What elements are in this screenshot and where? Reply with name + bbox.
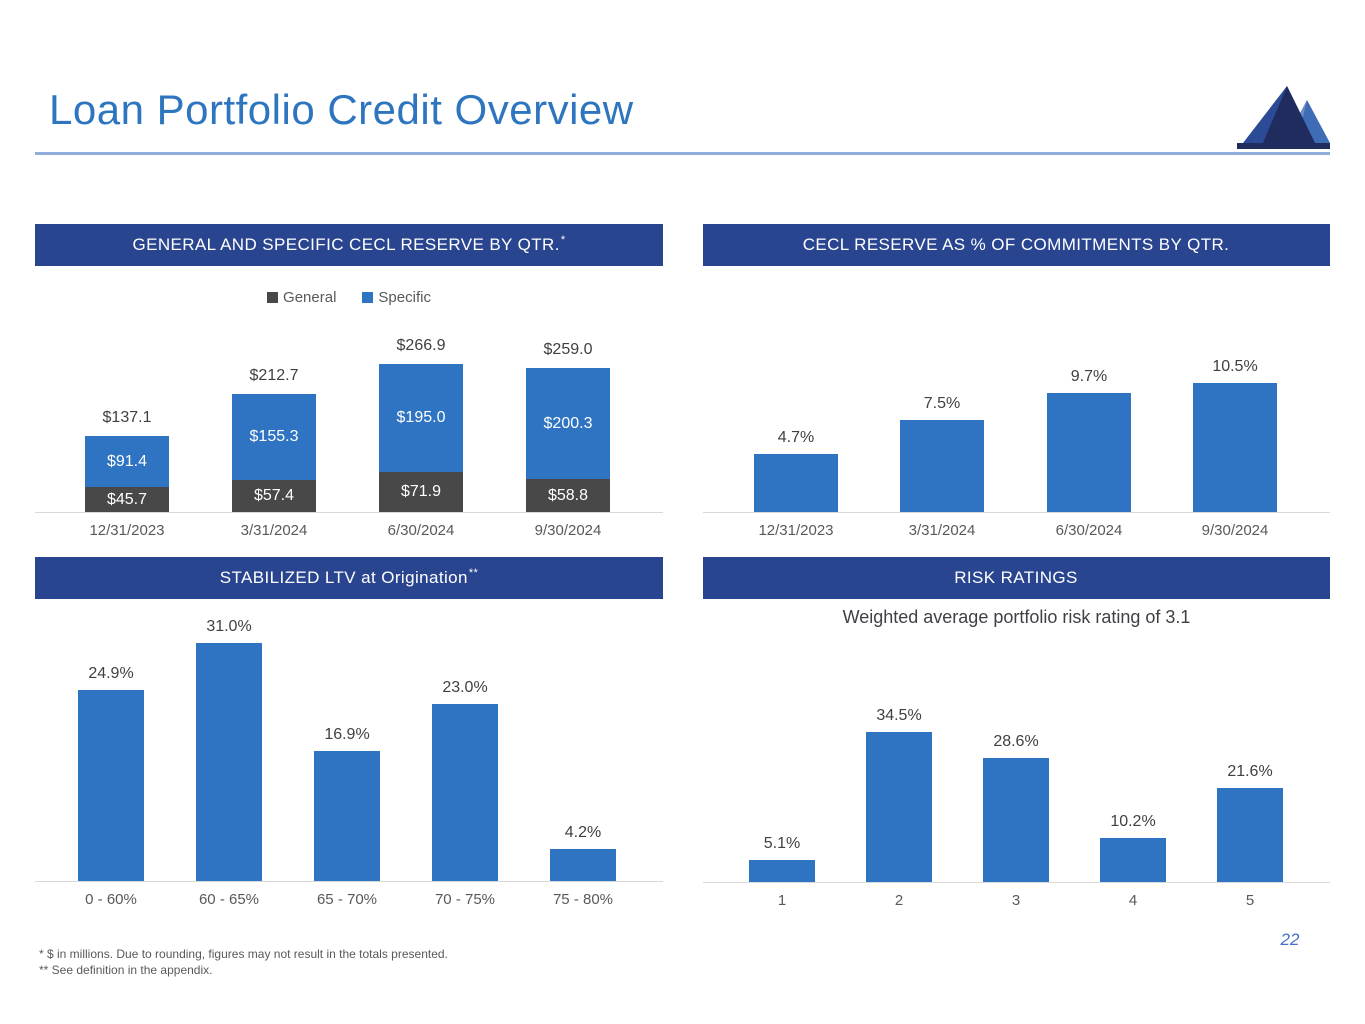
category-label: 70 - 75% [434,891,496,908]
chart-legend: General Specific [35,289,663,306]
legend-swatch-specific-icon [362,292,374,303]
category-label: 12/31/2023 [758,522,834,539]
bar-total-label: $266.9 [396,337,446,354]
bar-total-label: $259.0 [543,341,593,358]
bar-total-label: $212.7 [249,367,299,384]
chart-title: RISK RATINGS [954,568,1078,587]
bar-value-label: 24.9% [88,665,134,682]
bar-value-label: 10.5% [1212,358,1258,375]
chart-title: CECL RESERVE AS % OF COMMITMENTS BY QTR. [802,235,1230,254]
chart-header-stabilized-ltv: STABILIZED LTV at Origination ** [35,557,663,599]
bar-value-label: 4.7% [777,429,815,446]
segment-value-label: $200.3 [543,414,593,432]
bar-total-label: $137.1 [102,409,152,426]
company-mountain-logo-icon [1237,86,1330,149]
category-label: 9/30/2024 [534,522,602,539]
chart-risk-ratings-plot: 5.1% 34.5% 28.6% 10.2% 21.6% [703,700,1330,883]
chart-cecl-pct-plot: 4.7% 7.5% 9.7% 10.5% [703,348,1330,513]
category-label: 1 [777,892,787,909]
segment-value-label: $155.3 [249,428,299,445]
chart-header-cecl-reserve: GENERAL AND SPECIFIC CECL RESERVE BY QTR… [35,224,663,266]
bar-value-label: 10.2% [1110,813,1156,830]
bar [432,704,498,881]
chart-cecl-pct-x-axis: 12/31/2023 3/31/2024 6/30/2024 9/30/2024 [703,522,1330,544]
chart-risk-ratings-x-axis: 1 2 3 4 5 [703,892,1330,914]
footnote-line: * $ in millions. Due to rounding, figure… [39,947,448,961]
category-label: 0 - 60% [85,891,137,908]
chart-stabilized-ltv-plot: 24.9% 31.0% 16.9% 23.0% 4.2% [35,614,663,882]
category-label: 9/30/2024 [1201,522,1269,539]
bar [1100,838,1166,882]
segment-value-label: $195.0 [396,409,446,426]
chart-title: STABILIZED LTV at Origination [219,568,468,587]
bar-segment-general: $57.4 [232,480,316,512]
bar-value-label: 31.0% [206,618,252,635]
bar-value-label: 21.6% [1227,763,1273,780]
category-label: 5 [1245,892,1255,909]
bar-segment-specific: $195.0 [379,364,463,472]
bar-segment-specific: $155.3 [232,394,316,480]
bar-value-label: 5.1% [763,835,801,852]
category-label: 65 - 70% [316,891,378,908]
segment-value-label: $58.8 [547,486,589,504]
category-label: 2 [894,892,904,909]
legend-swatch-general-icon [267,292,279,303]
title-underline [35,152,1330,155]
bar-value-label: 28.6% [993,733,1039,750]
bar [196,643,262,881]
category-label: 60 - 65% [198,891,260,908]
chart-cecl-reserve-plot: $45.7 $91.4 $137.1 $57.4 $155.3 $212.7 $71.9 $1… [35,328,663,513]
footnotes: * $ in millions. Due to rounding, figure… [39,946,448,978]
bar [749,860,815,882]
category-label: 75 - 80% [552,891,614,908]
category-label: 3/31/2024 [240,522,308,539]
segment-value-label: $57.4 [253,487,295,504]
category-label: 3 [1011,892,1021,909]
chart-stabilized-ltv-x-axis: 0 - 60% 60 - 65% 65 - 70% 70 - 75% 75 - 80% [35,891,663,913]
segment-value-label: $45.7 [106,490,148,508]
page-number: 22 [1280,930,1300,949]
segment-value-label: $71.9 [400,483,442,500]
segment-value-label: $91.4 [106,452,148,470]
category-label: 4 [1128,892,1138,909]
category-label: 6/30/2024 [387,522,455,539]
bar-value-label: 7.5% [923,395,961,412]
bar-segment-general: $58.8 [526,479,610,512]
bar-value-label: 34.5% [876,707,922,724]
page-title: Loan Portfolio Credit Overview [49,86,634,133]
bar-value-label: 9.7% [1070,368,1108,385]
bar [754,454,838,512]
bar [78,690,144,881]
bar-value-label: 16.9% [324,726,370,743]
chart-cecl-reserve-x-axis: 12/31/2023 3/31/2024 6/30/2024 9/30/2024 [35,522,663,544]
bar-segment-general: $71.9 [379,472,463,512]
bar [314,751,380,881]
legend-item-specific: Specific [362,289,431,306]
bar [1047,393,1131,512]
chart-header-risk-ratings: RISK RATINGS [703,557,1330,599]
chart-header-cecl-pct-commitments: CECL RESERVE AS % OF COMMITMENTS BY QTR. [703,224,1330,266]
bar [900,420,984,512]
bar [1217,788,1283,882]
category-label: 6/30/2024 [1055,522,1123,539]
bar-segment-specific: $200.3 [526,368,610,479]
bar-value-label: 4.2% [564,824,602,841]
bar-value-label: 23.0% [442,679,488,696]
bar-segment-specific: $91.4 [85,436,169,487]
bar [866,732,932,882]
bar [1193,383,1277,512]
category-label: 3/31/2024 [908,522,976,539]
category-label: 12/31/2023 [89,522,165,539]
footnote-line: ** See definition in the appendix. [39,963,213,977]
chart-title: GENERAL AND SPECIFIC CECL RESERVE BY QTR… [132,235,560,254]
bar-segment-general: $45.7 [85,487,169,512]
bar [550,849,616,881]
bar [983,758,1049,882]
legend-label: Specific [378,289,431,306]
legend-label: General [283,289,337,306]
risk-rating-subtitle: Weighted average portfolio risk rating o… [842,607,1191,627]
legend-item-general: General [267,289,336,306]
